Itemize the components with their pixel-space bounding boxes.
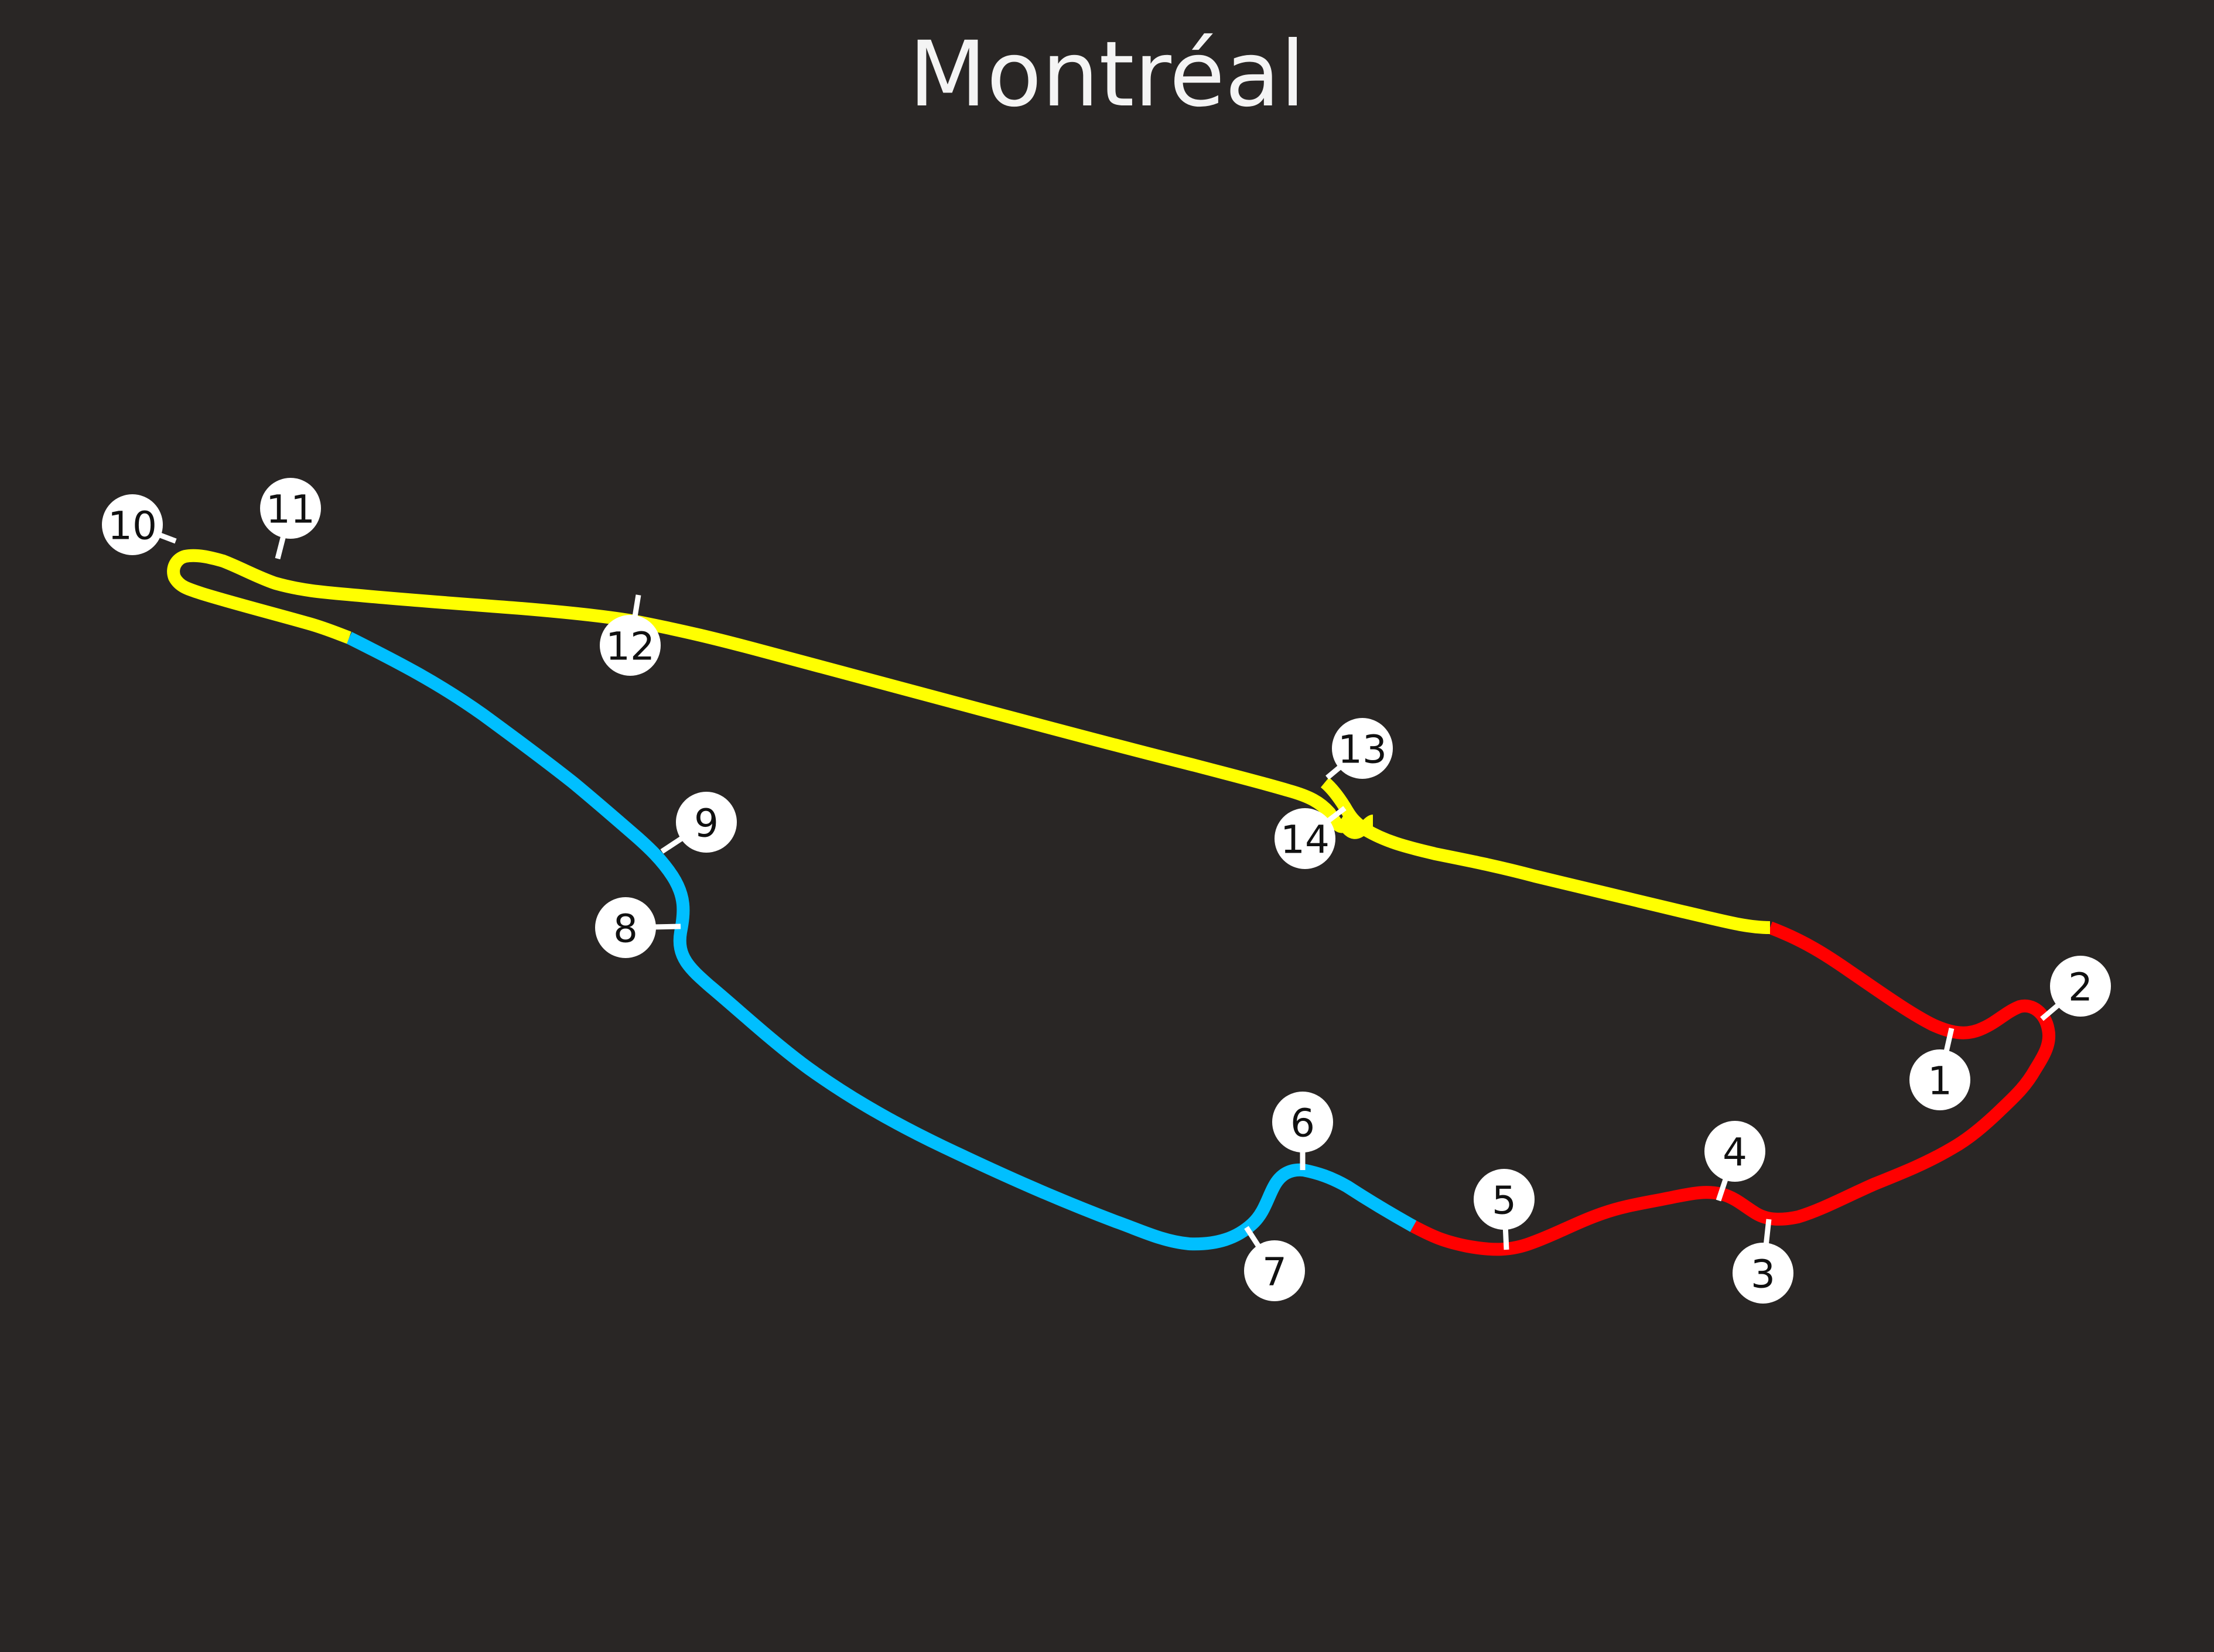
corner-label-14: 14 [1280,818,1330,863]
track-sector-3-end [1320,777,1771,934]
corner-label-3: 3 [1751,1252,1775,1297]
corner-marker-14: 14 [1275,806,1347,869]
corner-circle-12 [600,615,661,676]
corner-label-8: 8 [613,907,638,952]
corner-marker-11: 11 [260,478,321,560]
corner-marker-13: 13 [1325,718,1393,780]
corner-circle-11 [260,478,321,539]
map-title: Montréal [908,22,1306,127]
corner-circle-6 [1272,1092,1333,1152]
corner-label-7: 7 [1262,1250,1287,1295]
corner-circle-4 [1704,1121,1765,1182]
corner-marker-9: 9 [660,792,737,854]
corner-label-9: 9 [694,801,719,846]
track-sector-2 [346,632,1417,1251]
corner-circle-9 [676,792,737,853]
corner-marker-10: 10 [102,494,177,555]
corner-marker-3: 3 [1733,1219,1793,1304]
corner-circle-1 [1909,1049,1970,1110]
corner-circle-10 [102,494,163,555]
corner-circle-3 [1733,1243,1793,1304]
track-sector-3 [167,549,1375,839]
corner-circle-8 [595,897,656,958]
corner-label-13: 13 [1338,727,1387,772]
corner-circle-7 [1244,1240,1305,1301]
corner-marker-5: 5 [1474,1169,1535,1250]
corner-marker-1: 1 [1909,1028,1970,1110]
corner-label-11: 11 [266,487,315,532]
corner-label-6: 6 [1290,1101,1315,1146]
corner-label-4: 4 [1723,1130,1747,1175]
corner-label-5: 5 [1492,1178,1516,1223]
track-sector-1 [1410,921,2056,1256]
corner-circle-13 [1332,718,1393,779]
corner-label-2: 2 [2068,965,2093,1010]
corner-label-12: 12 [606,624,655,669]
corner-circle-14 [1275,808,1335,869]
corner-marker-12: 12 [600,594,661,676]
corner-label-1: 1 [1928,1059,1952,1104]
corner-marker-7: 7 [1244,1226,1305,1301]
corner-marker-8: 8 [595,897,681,958]
corner-marker-6: 6 [1272,1092,1333,1170]
corner-circle-2 [2050,956,2111,1017]
corner-label-10: 10 [108,504,157,549]
corner-marker-4: 4 [1704,1121,1765,1202]
corner-circle-5 [1474,1169,1535,1230]
corner-marker-2: 2 [2040,956,2111,1021]
